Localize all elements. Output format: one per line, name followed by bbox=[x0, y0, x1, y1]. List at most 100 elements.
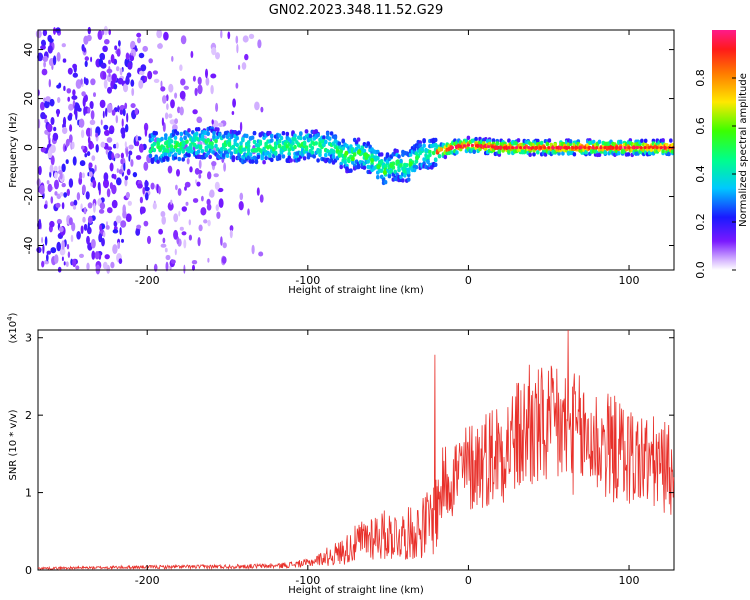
spectrogram-cell bbox=[175, 184, 178, 191]
spectrogram-cell bbox=[322, 135, 326, 140]
spectrogram-cell bbox=[128, 154, 131, 162]
spectrogram-cell bbox=[399, 158, 403, 164]
spectrogram-cell bbox=[138, 52, 145, 59]
spectrogram-cell bbox=[431, 150, 436, 156]
spectrogram-cell bbox=[77, 119, 80, 126]
spectrogram-cell bbox=[214, 143, 218, 149]
spectrogram-cell bbox=[152, 70, 158, 75]
spectrogram-cell bbox=[80, 129, 85, 139]
spectrogram-cell bbox=[101, 30, 105, 36]
spectrogram-cell bbox=[450, 146, 454, 150]
spectrogram-cell bbox=[67, 251, 71, 258]
spectrogram-cell bbox=[528, 152, 532, 157]
spectrogram-cell bbox=[172, 124, 178, 131]
spectrogram-cell bbox=[118, 258, 123, 264]
spectrogram-cell bbox=[482, 144, 487, 148]
spectrogram-cell bbox=[370, 157, 375, 163]
spectrogram-cell bbox=[67, 96, 70, 102]
spectrogram-cell bbox=[68, 103, 74, 111]
spectrogram-cell bbox=[111, 184, 117, 195]
colorbar: 0.0 0.2 0.4 0.6 0.8 Normalized spectral ampl… bbox=[694, 30, 749, 279]
spectrogram-cell bbox=[103, 25, 108, 36]
spectrogram-cell bbox=[197, 237, 201, 247]
spectrogram-cell bbox=[173, 135, 178, 140]
spectrogram-cell bbox=[179, 226, 184, 231]
spectrogram-cell bbox=[117, 241, 121, 249]
spectrogram-cell bbox=[238, 201, 244, 211]
spectrogram-cell bbox=[67, 67, 73, 75]
spectrogram-cell bbox=[176, 169, 180, 177]
spectrogram-cell bbox=[232, 98, 237, 108]
spectrogram-cell bbox=[156, 142, 160, 147]
spectrogram-cell bbox=[73, 199, 78, 206]
spectrogram-cell bbox=[254, 159, 259, 164]
spectrogram-cell bbox=[71, 95, 78, 100]
spectrogram-cell bbox=[68, 217, 73, 226]
spectrogram-cell bbox=[83, 223, 88, 231]
spectrogram-cell bbox=[583, 146, 587, 150]
spectrogram-cell bbox=[61, 202, 65, 210]
spectrogram-cell bbox=[148, 153, 153, 158]
spectrogram-cell bbox=[106, 68, 113, 74]
spectrogram-cell bbox=[281, 154, 286, 159]
spectrogram-cell bbox=[180, 78, 186, 86]
spectrogram-cell bbox=[215, 102, 219, 112]
spectrogram-cell bbox=[497, 149, 502, 154]
spectrogram-cell bbox=[116, 177, 122, 186]
spectrogram-cell bbox=[177, 149, 182, 154]
spectrogram-cell bbox=[170, 199, 173, 205]
spectrogram-cell bbox=[50, 247, 57, 254]
spectrogram-cell bbox=[227, 31, 231, 40]
spectrogram-cell bbox=[618, 139, 623, 144]
spectrogram-cell bbox=[113, 83, 118, 90]
spectrogram-cell bbox=[65, 261, 69, 267]
spectrogram-cell bbox=[97, 30, 103, 40]
spectrogram-cell bbox=[587, 146, 591, 150]
spectrogram-cell bbox=[50, 196, 54, 204]
spectrogram-cell bbox=[166, 148, 170, 154]
spectrogram-cell bbox=[197, 76, 202, 85]
spectrogram-cell bbox=[129, 55, 135, 62]
spectrogram-cell bbox=[54, 254, 59, 264]
spectrogram-cell bbox=[408, 161, 413, 167]
spectrogram-cell bbox=[82, 216, 86, 223]
spectrogram-cell bbox=[225, 153, 230, 158]
spectrogram-cell bbox=[607, 146, 611, 150]
spectrogram-cell bbox=[158, 228, 164, 235]
spectrogram-cell bbox=[310, 145, 315, 151]
spectrogram-cell bbox=[188, 219, 191, 226]
snr-y-label: SNR (10 * v/v) bbox=[8, 409, 19, 480]
spectrogram-cell bbox=[555, 146, 559, 150]
spectrogram-cell bbox=[575, 146, 579, 150]
spectrogram-cell bbox=[58, 165, 61, 171]
spectrogram-cell bbox=[351, 160, 355, 165]
spectrogram-cell bbox=[115, 215, 122, 224]
spectrogram-cell bbox=[627, 146, 631, 150]
spectrogram-cell bbox=[106, 137, 113, 143]
spectrogram-cell bbox=[106, 103, 113, 113]
spectrogram-cell bbox=[486, 145, 491, 149]
spectrogram-cell bbox=[61, 240, 65, 250]
spectrogram-cell bbox=[333, 135, 338, 140]
spectrogram-cell bbox=[161, 216, 166, 225]
spectrogram-cell bbox=[40, 101, 45, 111]
spectrogram-cell bbox=[535, 146, 539, 150]
spectrogram-cell bbox=[669, 138, 673, 143]
spectrogram-cell bbox=[161, 117, 164, 126]
spectrogram-cell bbox=[362, 148, 367, 154]
spectrogram-cell bbox=[179, 137, 184, 142]
spectrogram-cell bbox=[626, 152, 631, 157]
spectrogram-cell bbox=[72, 72, 79, 78]
spectrogram-cell bbox=[128, 144, 134, 150]
spectrogram-cell bbox=[86, 151, 91, 157]
spectrogram-cell bbox=[227, 141, 232, 147]
spectrogram-cell bbox=[484, 146, 488, 152]
spectrogram-cell bbox=[135, 140, 140, 147]
spectrogram-cell bbox=[138, 79, 144, 89]
spectrogram-cell bbox=[304, 146, 309, 152]
spectrogram-cell bbox=[128, 150, 133, 156]
spectrogram-cell bbox=[71, 141, 75, 149]
spectrogram-cell bbox=[125, 148, 129, 158]
spectrogram-cell bbox=[113, 174, 117, 180]
spectrogram-cell bbox=[81, 184, 86, 194]
